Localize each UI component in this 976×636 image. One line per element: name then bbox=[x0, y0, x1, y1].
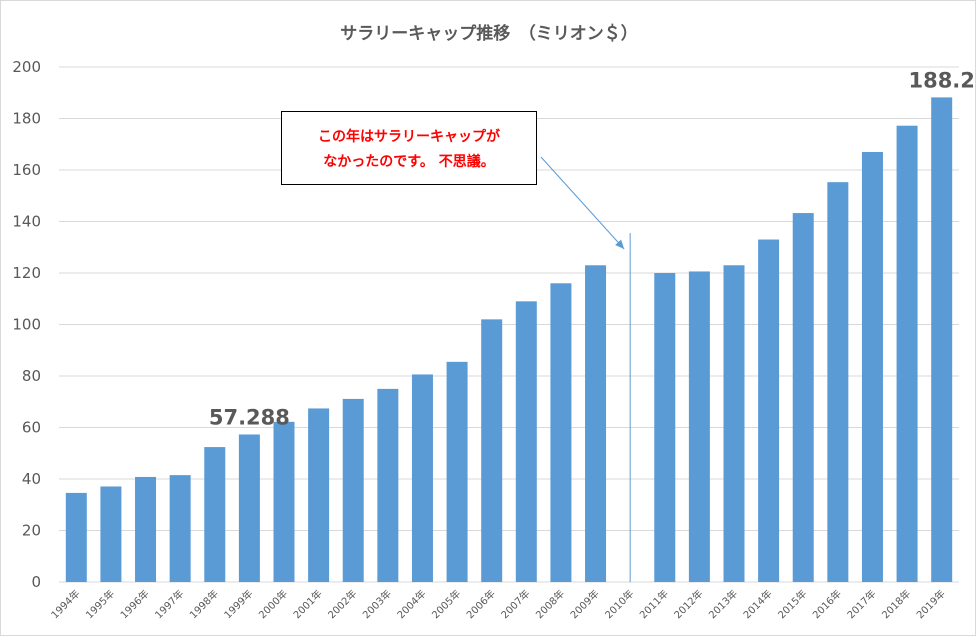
annotation-line-2: なかったのです。 不思議。 bbox=[323, 154, 495, 170]
x-tick-label: 1994年 bbox=[48, 587, 82, 621]
x-tick-label: 2000年 bbox=[256, 587, 290, 621]
x-tick-label: 2006年 bbox=[464, 587, 498, 621]
bar bbox=[342, 398, 364, 582]
y-tick-label: 60 bbox=[22, 419, 41, 437]
x-tick-label: 2007年 bbox=[498, 587, 532, 621]
bar bbox=[411, 374, 433, 582]
annotation-arrow-line bbox=[540, 156, 625, 250]
bar bbox=[308, 408, 330, 582]
x-tick-label: 1995年 bbox=[83, 587, 117, 621]
annotation-box: この年はサラリーキャップが なかったのです。 不思議。 bbox=[281, 111, 537, 185]
y-tick-label: 0 bbox=[31, 573, 41, 591]
data-label: 188.2 bbox=[908, 68, 974, 92]
data-label: 57.288 bbox=[209, 405, 290, 429]
x-tick-label: 2017年 bbox=[844, 587, 878, 621]
x-tick-label: 2004年 bbox=[394, 587, 428, 621]
y-tick-label: 40 bbox=[22, 470, 41, 488]
x-tick-label: 2001年 bbox=[290, 587, 324, 621]
bar bbox=[65, 492, 87, 582]
bar bbox=[585, 265, 607, 582]
x-tick-label: 2016年 bbox=[810, 587, 844, 621]
bar bbox=[550, 283, 572, 582]
bar bbox=[273, 421, 295, 582]
bar bbox=[931, 97, 953, 582]
x-tick-label: 1996年 bbox=[117, 587, 151, 621]
bar bbox=[827, 182, 849, 582]
bar bbox=[238, 434, 260, 582]
y-tick-label: 160 bbox=[12, 161, 41, 179]
y-tick-label: 140 bbox=[12, 213, 41, 231]
bar bbox=[135, 476, 157, 582]
x-tick-label: 1998年 bbox=[187, 587, 221, 621]
bar bbox=[758, 239, 780, 582]
x-tick-label: 1997年 bbox=[152, 587, 186, 621]
bar bbox=[100, 486, 122, 582]
chart-title: サラリーキャップ推移 （ミリオン＄） bbox=[340, 24, 638, 44]
y-tick-label: 100 bbox=[12, 316, 41, 334]
bar bbox=[515, 301, 537, 582]
x-tick-label: 2009年 bbox=[567, 587, 601, 621]
x-tick-label: 2002年 bbox=[325, 587, 359, 621]
x-tick-label: 2018年 bbox=[879, 587, 913, 621]
x-tick-label: 2008年 bbox=[533, 587, 567, 621]
annotation-arrowhead bbox=[615, 239, 625, 249]
x-tick-label: 2003年 bbox=[360, 587, 394, 621]
bar bbox=[688, 271, 710, 582]
bar bbox=[654, 273, 676, 582]
x-tick-label: 2012年 bbox=[671, 587, 705, 621]
x-tick-label: 2011年 bbox=[637, 587, 671, 621]
y-tick-label: 80 bbox=[22, 367, 41, 385]
x-tick-label: 2005年 bbox=[429, 587, 463, 621]
bar bbox=[896, 125, 918, 583]
bar bbox=[377, 388, 399, 582]
bar bbox=[169, 475, 191, 582]
x-tick-label: 2015年 bbox=[775, 587, 809, 621]
x-tick-label: 2019年 bbox=[914, 587, 948, 621]
y-tick-label: 200 bbox=[12, 58, 41, 76]
annotation-line-1: この年はサラリーキャップが bbox=[318, 129, 500, 145]
y-tick-label: 120 bbox=[12, 264, 41, 282]
bar bbox=[204, 447, 226, 582]
bar bbox=[446, 361, 468, 582]
bar bbox=[861, 151, 883, 582]
x-tick-label: 2014年 bbox=[740, 587, 774, 621]
bar bbox=[792, 213, 814, 582]
x-tick-label: 1999年 bbox=[221, 587, 255, 621]
bar bbox=[481, 319, 503, 582]
x-tick-label: 2010年 bbox=[602, 587, 636, 621]
bar bbox=[723, 265, 745, 582]
x-tick-label: 2013年 bbox=[706, 587, 740, 621]
y-tick-label: 20 bbox=[22, 522, 41, 540]
y-tick-label: 180 bbox=[12, 110, 41, 128]
